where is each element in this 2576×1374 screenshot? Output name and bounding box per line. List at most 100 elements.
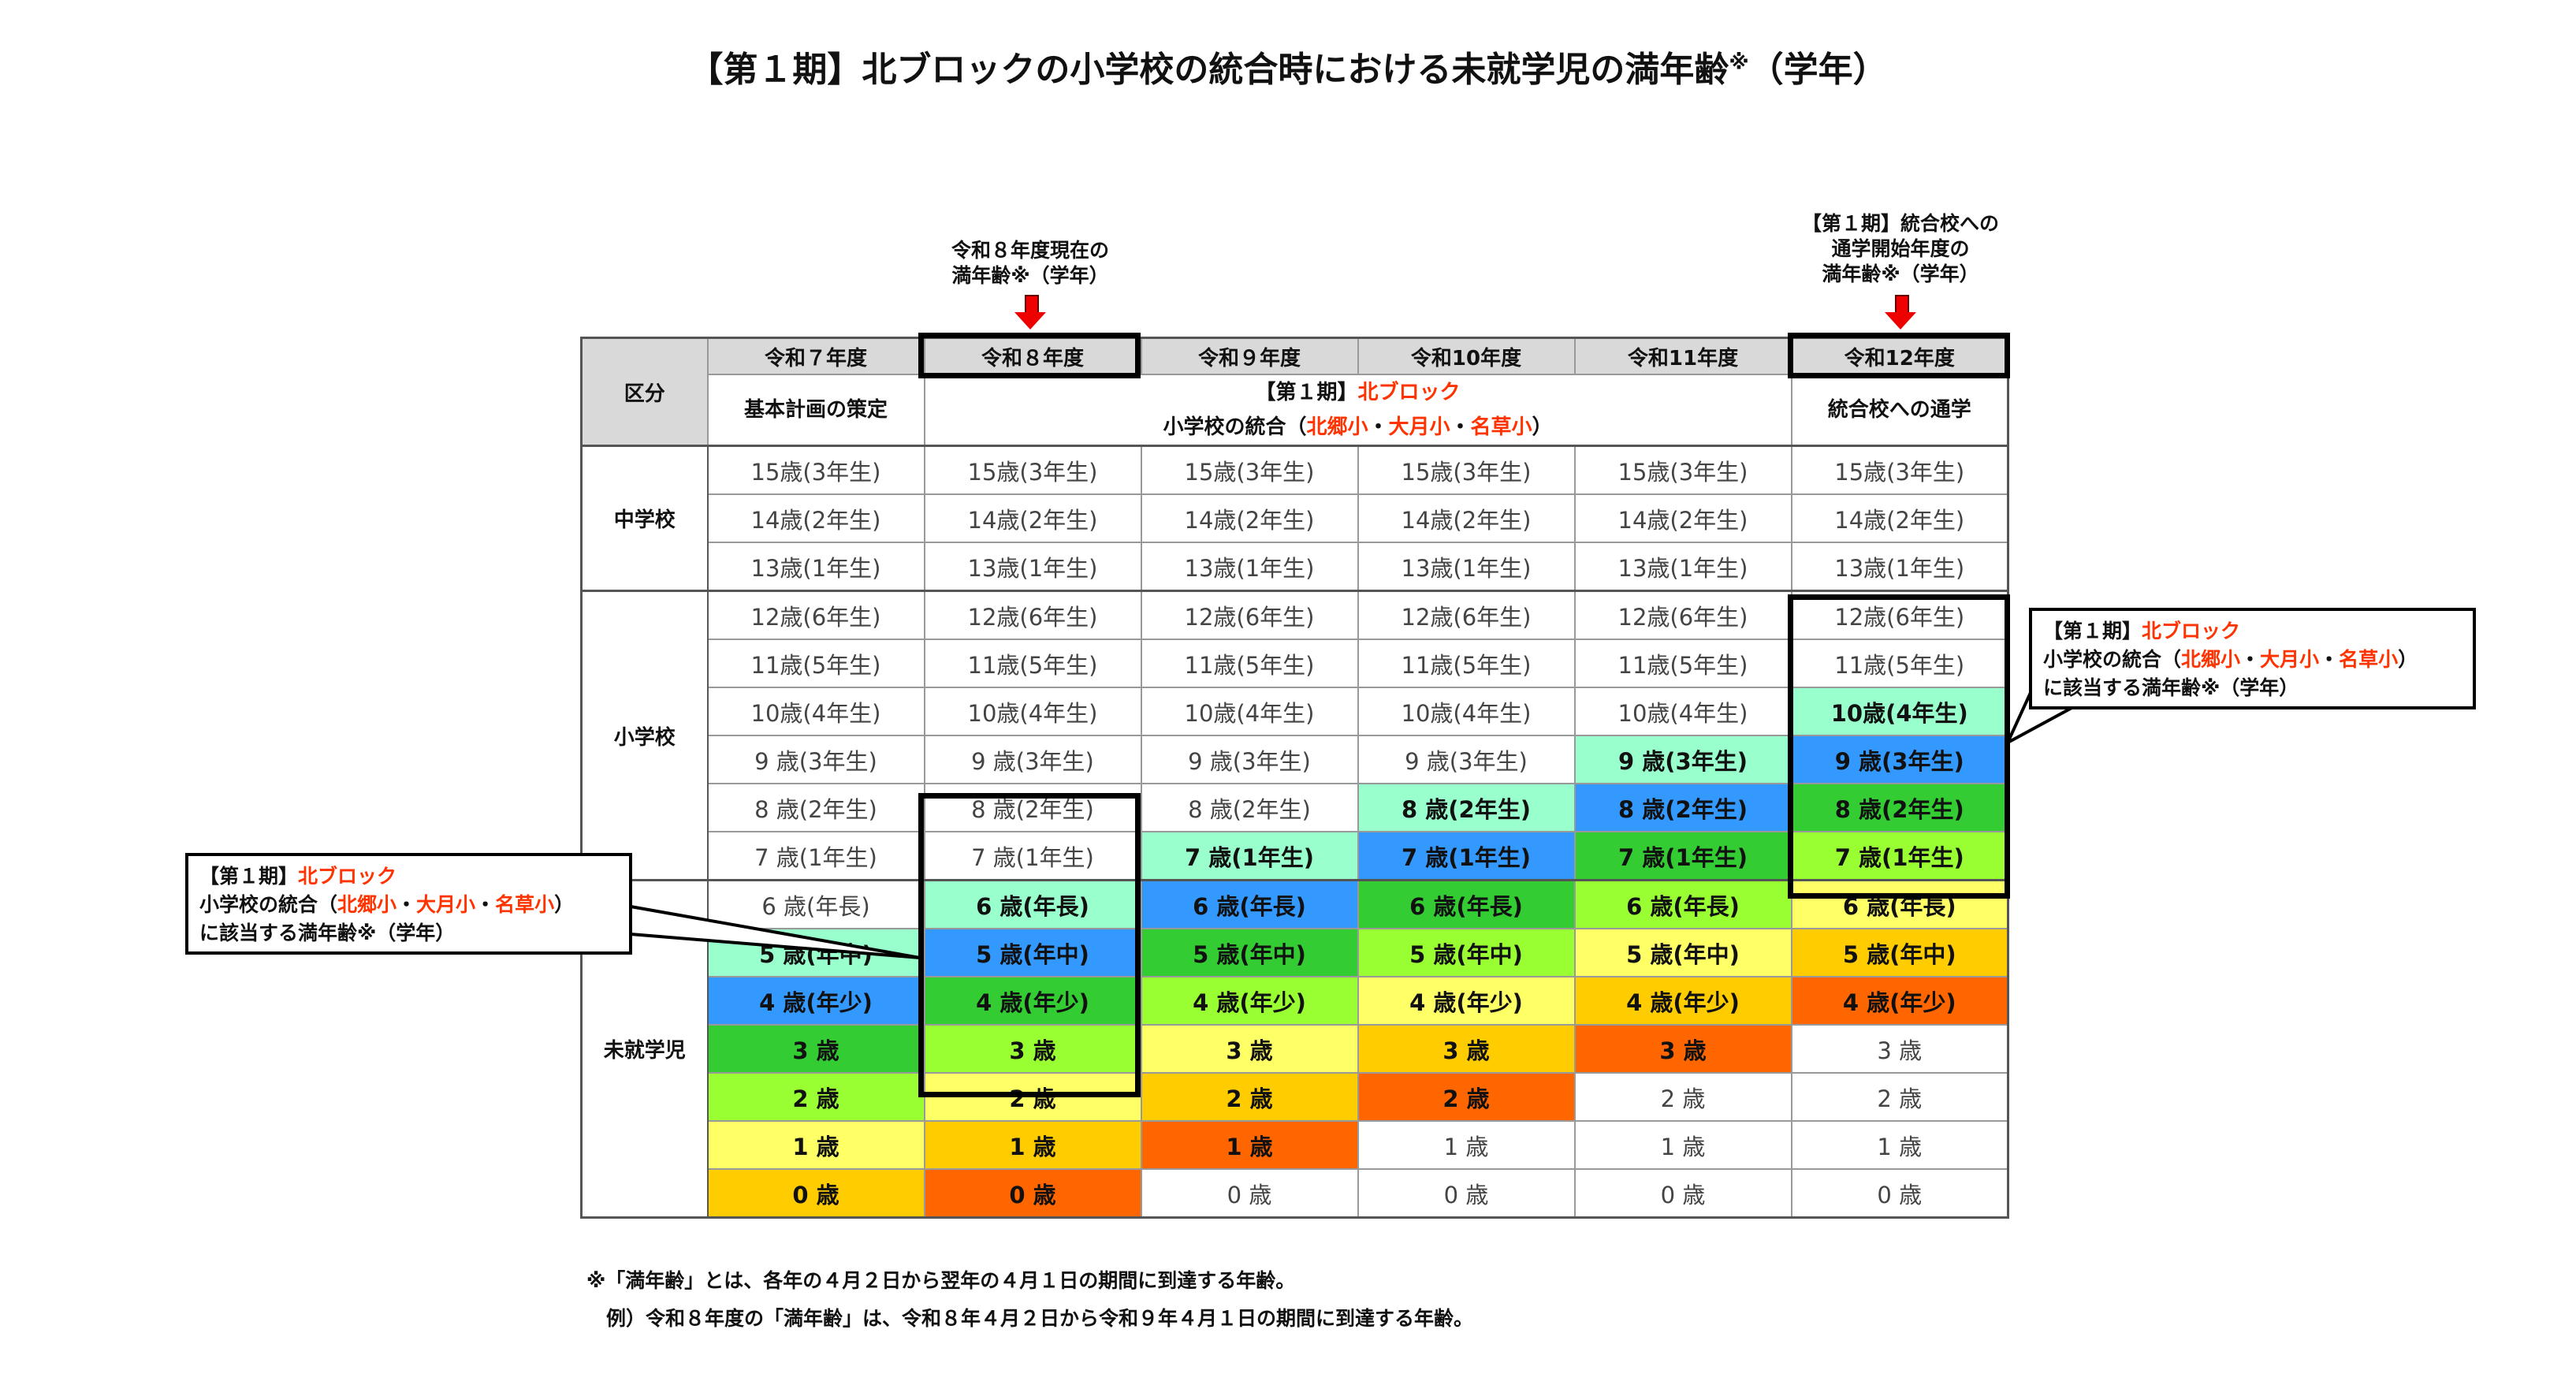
age-cell: 6 歳(年長) <box>1357 879 1576 929</box>
age-cell: 9 歳(3年生) <box>706 735 925 784</box>
annotation-current-year: 令和８年度現在の 満年齢※（学年） <box>951 239 1109 287</box>
age-cell: 3 歳 <box>1140 1024 1359 1074</box>
age-cell: 8 歳(2年生) <box>1357 783 1576 832</box>
phase-prefix: 【第１期】 <box>1255 381 1358 404</box>
age-cell: 15歳(3年生) <box>923 445 1142 495</box>
age-cell: 0 歳 <box>923 1168 1142 1219</box>
age-cell: 7 歳(1年生) <box>1357 831 1576 881</box>
callout-text: に該当する満年齢※（学年） <box>2043 676 2299 699</box>
age-cell: 8 歳(2年生) <box>1573 783 1792 832</box>
school-name: 名草小 <box>1470 415 1532 439</box>
school-name: 大月小 <box>416 893 476 916</box>
age-cell: 15歳(3年生) <box>1790 445 2009 495</box>
block-name: 北ブロック <box>1357 381 1461 404</box>
age-cell: 0 歳 <box>706 1168 925 1219</box>
table-row: 7 歳(1年生) 7 歳(1年生) 7 歳(1年生) 7 歳(1年生) 7 歳(1年生)… <box>582 831 2009 881</box>
age-cell: 6 歳(年長) <box>923 879 1142 929</box>
age-cell: 10歳(4年生) <box>1357 687 1576 736</box>
age-cell: 0 歳 <box>1573 1168 1792 1219</box>
year-header: 令和７年度 <box>706 337 925 375</box>
separator: ・ <box>396 893 417 916</box>
phase-commute: 統合校への通学 <box>1790 374 2009 447</box>
age-cell: 11歳(5年生) <box>1357 639 1576 688</box>
year-header: 令和12年度 <box>1790 337 2009 375</box>
age-cell: 3 歳 <box>706 1024 925 1074</box>
age-cell: 9 歳(3年生) <box>923 735 1142 784</box>
age-cell: 3 歳 <box>1357 1024 1576 1074</box>
title-suffix: （学年） <box>1748 50 1888 90</box>
age-cell: 10歳(4年生) <box>1790 687 2009 736</box>
age-cell: 11歳(5年生) <box>923 639 1142 688</box>
school-name: 北郷小 <box>337 893 397 916</box>
section-label: 中学校 <box>580 445 709 592</box>
age-cell: 1 歳 <box>1573 1120 1792 1170</box>
age-cell: 1 歳 <box>1140 1120 1359 1170</box>
age-cell: 11歳(5年生) <box>706 639 925 688</box>
school-name: 名草小 <box>2339 648 2399 671</box>
age-cell: 15歳(3年生) <box>706 445 925 495</box>
age-cell: 0 歳 <box>1140 1168 1359 1219</box>
age-cell: 14歳(2年生) <box>1790 493 2009 543</box>
callout-text: 【第１期】 <box>2043 620 2142 642</box>
phase-text: ） <box>1532 415 1553 439</box>
phase-integration: 【第１期】北ブロック 小学校の統合（北郷小・大月小・名草小） <box>923 374 1792 447</box>
age-cell: 2 歳 <box>1790 1072 2009 1122</box>
age-cell: 9 歳(3年生) <box>1573 735 1792 784</box>
age-cell: 12歳(6年生) <box>706 590 925 640</box>
table-row: 9 歳(3年生) 9 歳(3年生) 9 歳(3年生) 9 歳(3年生) 9 歳(3年生)… <box>582 735 2009 784</box>
table-row: 4 歳(年少) 4 歳(年少) 4 歳(年少) 4 歳(年少) 4 歳(年少) 4 歳(年… <box>582 976 2009 1026</box>
age-cell: 2 歳 <box>1357 1072 1576 1122</box>
school-name: 名草小 <box>495 893 555 916</box>
separator: ・ <box>475 893 496 916</box>
callout-text: ） <box>2398 648 2418 671</box>
annotation-integration-year: 【第１期】統合校への 通学開始年度の 満年齢※（学年） <box>1801 212 1999 285</box>
age-cell: 3 歳 <box>1790 1024 2009 1074</box>
age-cell: 13歳(1年生) <box>706 542 925 592</box>
table-row: 14歳(2年生) 14歳(2年生) 14歳(2年生) 14歳(2年生) 14歳(2年生)… <box>582 493 2009 543</box>
table-row: 11歳(5年生) 11歳(5年生) 11歳(5年生) 11歳(5年生) 11歳(5年生)… <box>582 639 2009 688</box>
age-cell: 5 歳(年中) <box>1140 928 1359 977</box>
title-text: 【第１期】北ブロックの小学校の統合時における未就学児の満年齢 <box>688 50 1729 90</box>
age-cell: 3 歳 <box>1573 1024 1792 1074</box>
footnote: ※「満年齢」とは、各年の４月２日から翌年の４月１日の期間に到達する年齢。 <box>586 1269 1296 1292</box>
age-cell: 13歳(1年生) <box>1140 542 1359 592</box>
age-cell: 11歳(5年生) <box>1573 639 1792 688</box>
age-cell: 12歳(6年生) <box>1357 590 1576 640</box>
age-cell: 6 歳(年長) <box>1790 879 2009 929</box>
age-cell: 4 歳(年少) <box>1357 976 1576 1026</box>
year-header: 令和10年度 <box>1357 337 1576 375</box>
age-cell: 4 歳(年少) <box>1790 976 2009 1026</box>
table-row: 中学校 15歳(3年生) 15歳(3年生) 15歳(3年生) 15歳(3年生) 15歳(3… <box>580 445 2009 592</box>
age-cell: 2 歳 <box>706 1072 925 1122</box>
year-header: 令和９年度 <box>1140 337 1359 375</box>
age-cell: 2 歳 <box>1573 1072 1792 1122</box>
age-cell: 1 歳 <box>1357 1120 1576 1170</box>
age-cell: 15歳(3年生) <box>1357 445 1576 495</box>
age-cell: 9 歳(3年生) <box>1790 735 2009 784</box>
age-cell: 13歳(1年生) <box>1357 542 1576 592</box>
age-cell: 11歳(5年生) <box>1790 639 2009 688</box>
age-cell: 10歳(4年生) <box>706 687 925 736</box>
age-cell: 1 歳 <box>923 1120 1142 1170</box>
age-cell: 14歳(2年生) <box>1573 493 1792 543</box>
age-cell: 8 歳(2年生) <box>1790 783 2009 832</box>
age-cell: 4 歳(年少) <box>1573 976 1792 1026</box>
age-cell: 9 歳(3年生) <box>1140 735 1359 784</box>
age-cell: 7 歳(1年生) <box>1140 831 1359 881</box>
table-row: 8 歳(2年生) 8 歳(2年生) 8 歳(2年生) 8 歳(2年生) 8 歳(2年生)… <box>582 783 2009 832</box>
table-row: 未就学児 6 歳(年長) 6 歳(年長) 6 歳(年長) 6 歳(年長) 6 歳(年長) 6… <box>580 879 2009 1219</box>
separator: ・ <box>2240 648 2261 671</box>
age-cell: 7 歳(1年生) <box>923 831 1142 881</box>
school-name: 北郷小 <box>1306 415 1368 439</box>
age-table: 区分 令和７年度 令和８年度 令和９年度 令和10年度 令和11年度 令和12年… <box>580 337 2009 1219</box>
callout-text: 小学校の統合（ <box>2043 648 2182 671</box>
age-cell: 8 歳(2年生) <box>706 783 925 832</box>
age-cell: 13歳(1年生) <box>1790 542 2009 592</box>
age-cell: 12歳(6年生) <box>1573 590 1792 640</box>
age-cell: 3 歳 <box>923 1024 1142 1074</box>
callout-right: 【第１期】北ブロック 小学校の統合（北郷小・大月小・名草小） に該当する満年齢※… <box>2029 608 2476 709</box>
separator: ・ <box>2319 648 2340 671</box>
age-cell: 6 歳(年長) <box>1140 879 1359 929</box>
age-cell: 5 歳(年中) <box>923 928 1142 977</box>
